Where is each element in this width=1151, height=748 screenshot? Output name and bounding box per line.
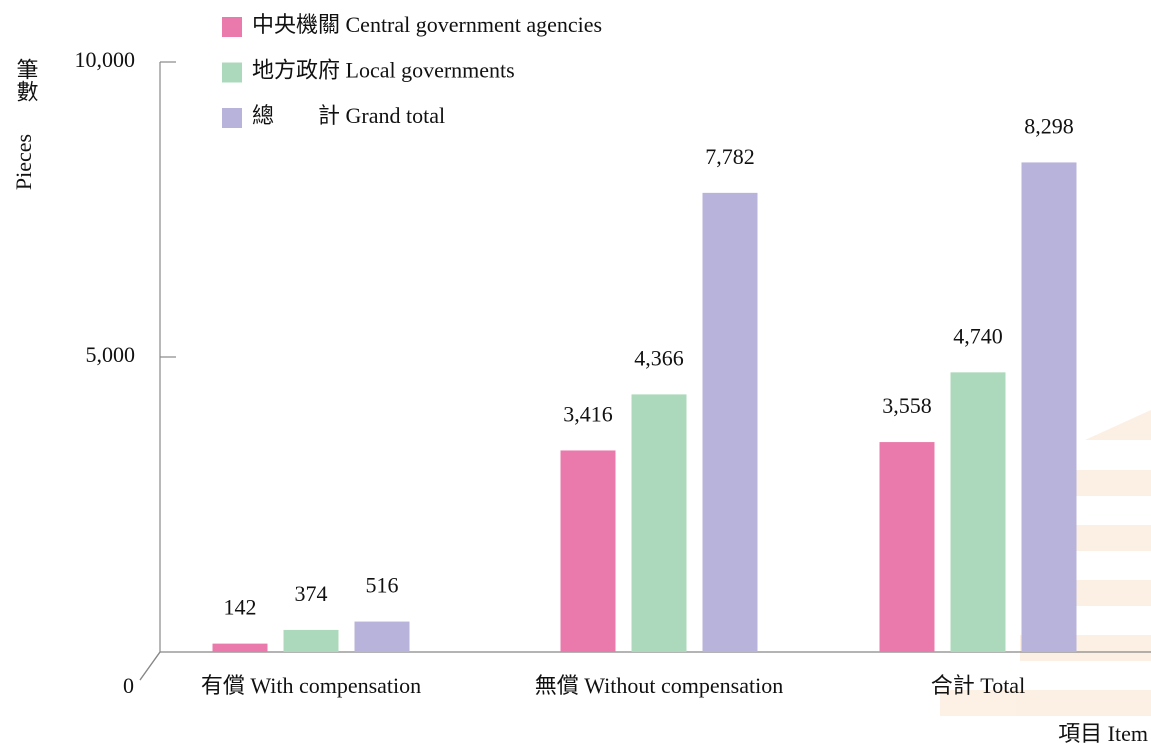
x-tick-label: 無償 Without compensation [535, 673, 783, 698]
floor-edge [139, 651, 161, 681]
legend-swatch [222, 17, 242, 37]
value-label: 7,782 [705, 144, 755, 169]
legend-label: 地方政府 Local governments [252, 58, 515, 83]
y-tick-label: 0 [123, 673, 134, 698]
y-tick-label: 5,000 [86, 342, 136, 367]
y-axis-label: 筆數 [14, 58, 39, 102]
bar [702, 192, 758, 652]
legend-swatch [222, 62, 242, 83]
value-label: 374 [295, 581, 328, 606]
bar [631, 394, 687, 652]
y-tick-label: 10,000 [75, 47, 136, 72]
y-axis [139, 62, 161, 681]
legend-swatch [222, 108, 242, 128]
value-label: 4,366 [634, 345, 684, 370]
bar [1021, 162, 1077, 652]
value-label: 3,558 [882, 393, 932, 418]
value-label: 8,298 [1024, 113, 1074, 138]
y-axis-label-en: Pieces [11, 134, 36, 190]
bar [560, 450, 616, 652]
bar [354, 621, 410, 652]
bar [879, 442, 935, 652]
value-label: 4,740 [953, 323, 1003, 348]
legend-label: 中央機關 Central government agencies [252, 12, 602, 37]
value-label: 3,416 [563, 402, 613, 427]
bar [950, 372, 1006, 652]
value-label: 516 [366, 573, 399, 598]
legend-label: 總 計 Grand total [252, 103, 445, 128]
value-label: 142 [224, 595, 257, 620]
bar [283, 629, 339, 652]
x-tick-label: 有償 With compensation [201, 673, 421, 698]
bar [212, 643, 268, 652]
x-axis-label: 項目 Item [1058, 721, 1148, 746]
x-tick-label: 合計 Total [931, 673, 1025, 698]
